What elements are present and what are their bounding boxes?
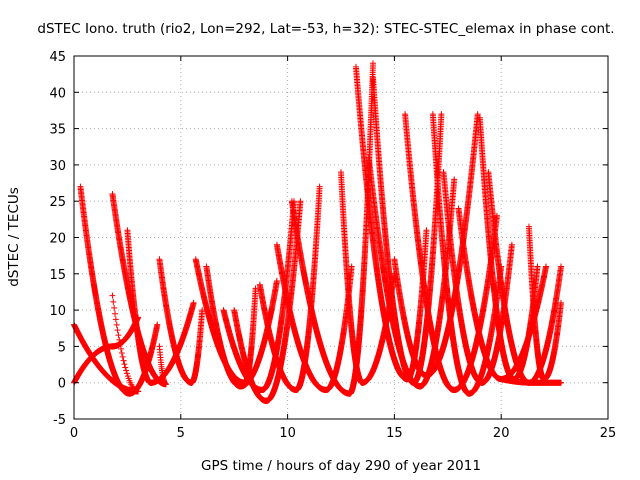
data-point: [123, 367, 130, 374]
series-10: [256, 183, 323, 393]
data-point: [122, 364, 129, 371]
data-point: [156, 343, 163, 350]
data-point: [121, 361, 128, 368]
data-point: [297, 198, 304, 205]
data-point: [109, 292, 116, 299]
data-point: [110, 298, 117, 305]
data-point: [123, 370, 130, 377]
data-point: [154, 321, 161, 328]
data-marks: [71, 60, 565, 404]
data-point: [114, 327, 121, 334]
data-point: [118, 349, 125, 356]
data-point: [117, 345, 124, 352]
data-point: [112, 310, 119, 317]
grid: [74, 56, 608, 419]
data-point: [119, 353, 126, 360]
data-point: [124, 373, 131, 380]
data-point: [113, 321, 120, 328]
data-point: [112, 316, 119, 323]
chart-title: dSTEC Iono. truth (rio2, Lon=292, Lat=-5…: [37, 21, 614, 37]
data-point: [120, 357, 127, 364]
data-point: [111, 304, 118, 311]
data-point: [115, 332, 122, 339]
